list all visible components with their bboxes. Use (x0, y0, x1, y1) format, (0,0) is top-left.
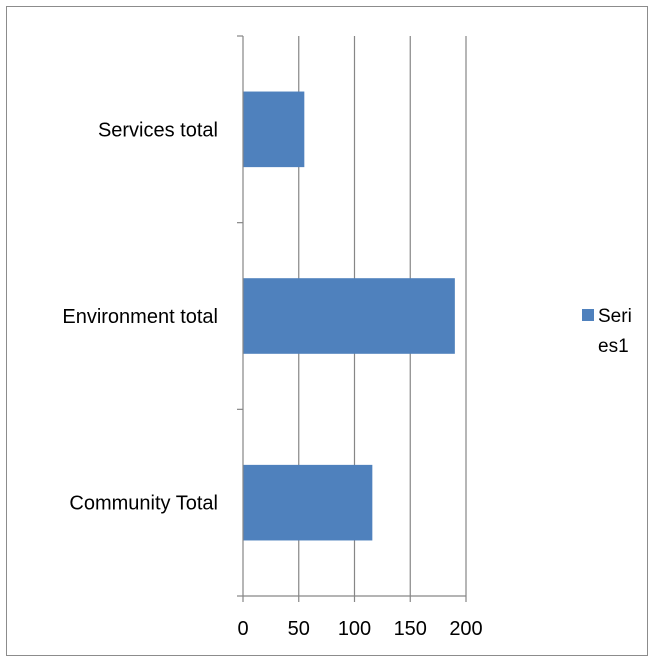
x-tick-label-200: 200 (449, 618, 482, 640)
bar-environment-total (243, 278, 455, 354)
x-tick-label-150: 150 (394, 618, 427, 640)
category-label-services-total: Services total (98, 119, 218, 141)
category-label-environment-total: Environment total (62, 306, 218, 328)
legend: Seri es1 (582, 306, 632, 357)
legend-swatch-series1 (582, 309, 594, 321)
legend-label-line2: es1 (598, 336, 629, 357)
bars (243, 91, 455, 541)
bar-community-total (243, 464, 373, 541)
bar-services-total (243, 91, 305, 168)
axes (237, 35, 467, 602)
legend-label-line1: Seri (598, 306, 632, 327)
x-tick-label-100: 100 (338, 618, 371, 640)
x-tick-label-50: 50 (288, 618, 310, 640)
labels: 0 50 100 150 200 Community Total Environment t… (62, 119, 482, 640)
category-label-community-total: Community Total (69, 493, 218, 515)
x-tick-label-0: 0 (237, 618, 248, 640)
